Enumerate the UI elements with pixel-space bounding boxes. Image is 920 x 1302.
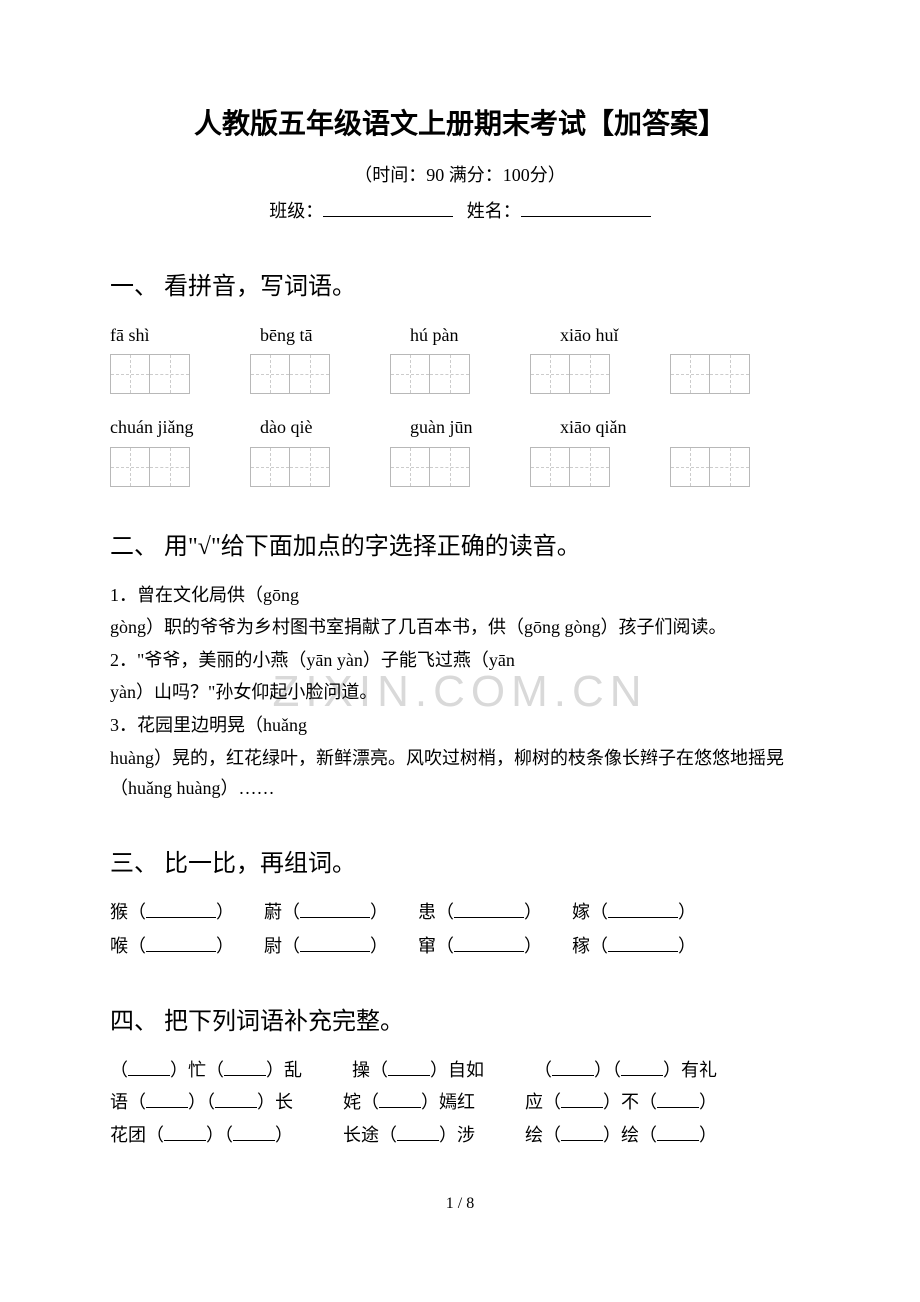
compare-row-2: 喉（） 尉（） 窜（） 稼（） xyxy=(110,931,810,962)
compare-item: 喉（） xyxy=(110,931,234,962)
name-label: 姓名： xyxy=(467,201,521,221)
compare-item: 稼（） xyxy=(572,931,696,962)
box-row-2 xyxy=(110,447,810,487)
answer-blank[interactable] xyxy=(300,900,370,918)
time-score: （时间：90 满分：100分） xyxy=(110,160,810,191)
writing-box[interactable] xyxy=(390,447,470,487)
pinyin-r2-2: dào qiè xyxy=(260,412,350,443)
answer-blank[interactable] xyxy=(300,934,370,952)
page-number: 1 / 8 xyxy=(110,1190,810,1217)
pinyin-r1-1: fā shì xyxy=(110,320,200,351)
idiom-item: 姹（）嫣红 xyxy=(343,1087,475,1118)
section3-heading: 三、 比一比，再组词。 xyxy=(110,844,810,885)
idiom-item: （）忙（）乱 xyxy=(110,1055,302,1086)
page-content: 人教版五年级语文上册期末考试【加答案】 （时间：90 满分：100分） 班级： … xyxy=(110,100,810,1217)
writing-box[interactable] xyxy=(530,447,610,487)
pinyin-r1-4: xiāo huǐ xyxy=(560,320,650,351)
idiom-row-1: （）忙（）乱 操（）自如 （）（）有礼 xyxy=(110,1055,810,1086)
pinyin-r2-3: guàn jūn xyxy=(410,412,500,443)
idiom-item: 长途（）涉 xyxy=(343,1120,475,1151)
pinyin-r2-4: xiāo qiǎn xyxy=(560,412,650,443)
pinyin-r1-2: bēng tā xyxy=(260,320,350,351)
s2-l2a: 2．"爷爷，美丽的小燕（yān yàn）子能飞过燕（yān xyxy=(110,645,810,676)
answer-blank[interactable] xyxy=(146,900,216,918)
answer-blank[interactable] xyxy=(454,900,524,918)
compare-item: 窜（） xyxy=(418,931,542,962)
section1-heading: 一、 看拼音，写词语。 xyxy=(110,267,810,308)
s2-l1a: 1．曾在文化局供（gōng xyxy=(110,580,810,611)
s2-l2b: yàn）山吗？"孙女仰起小脸问道。 xyxy=(110,677,810,708)
writing-box[interactable] xyxy=(670,354,750,394)
writing-box[interactable] xyxy=(110,354,190,394)
answer-blank[interactable] xyxy=(128,1058,170,1076)
idiom-row-3: 花团（）（） 长途（）涉 绘（）绘（） xyxy=(110,1120,810,1151)
class-label: 班级： xyxy=(269,201,323,221)
s2-l3a: 3．花园里边明晃（huǎng xyxy=(110,710,810,741)
idiom-row-2: 语（）（）长 姹（）嫣红 应（）不（） xyxy=(110,1087,810,1118)
answer-blank[interactable] xyxy=(146,1090,188,1108)
answer-blank[interactable] xyxy=(164,1123,206,1141)
answer-blank[interactable] xyxy=(146,934,216,952)
doc-title: 人教版五年级语文上册期末考试【加答案】 xyxy=(110,100,810,148)
name-blank[interactable] xyxy=(521,199,651,217)
answer-blank[interactable] xyxy=(397,1123,439,1141)
s2-l1b: gòng）职的爷爷为乡村图书室捐献了几百本书，供（gōng gòng）孩子们阅读… xyxy=(110,612,810,643)
answer-blank[interactable] xyxy=(608,934,678,952)
pinyin-r2-1: chuán jiǎng xyxy=(110,412,225,443)
idiom-item: 应（）不（） xyxy=(525,1087,717,1118)
idiom-item: 花团（）（） xyxy=(110,1120,293,1151)
compare-item: 嫁（） xyxy=(572,897,696,928)
writing-box[interactable] xyxy=(250,354,330,394)
idiom-item: 操（）自如 xyxy=(352,1055,484,1086)
idiom-item: 语（）（）长 xyxy=(110,1087,293,1118)
compare-row-1: 猴（） 蔚（） 患（） 嫁（） xyxy=(110,897,810,928)
writing-box[interactable] xyxy=(110,447,190,487)
box-row-1 xyxy=(110,354,810,394)
idiom-item: （）（）有礼 xyxy=(534,1055,717,1086)
compare-item: 尉（） xyxy=(264,931,388,962)
writing-box[interactable] xyxy=(250,447,330,487)
compare-item: 患（） xyxy=(418,897,542,928)
answer-blank[interactable] xyxy=(379,1090,421,1108)
compare-item: 猴（） xyxy=(110,897,234,928)
section4-heading: 四、 把下列词语补充完整。 xyxy=(110,1002,810,1043)
writing-box[interactable] xyxy=(530,354,610,394)
answer-blank[interactable] xyxy=(608,900,678,918)
class-name-row: 班级： 姓名： xyxy=(110,196,810,227)
s2-l3b: huàng）晃的，红花绿叶，新鲜漂亮。风吹过树梢，柳树的枝条像长辫子在悠悠地摇晃… xyxy=(110,743,810,804)
answer-blank[interactable] xyxy=(388,1058,430,1076)
pinyin-row-2: chuán jiǎng dào qiè guàn jūn xiāo qiǎn xyxy=(110,412,810,443)
class-blank[interactable] xyxy=(323,199,453,217)
section2-heading: 二、 用"√"给下面加点的字选择正确的读音。 xyxy=(110,527,810,568)
answer-blank[interactable] xyxy=(233,1123,275,1141)
answer-blank[interactable] xyxy=(621,1058,663,1076)
answer-blank[interactable] xyxy=(454,934,524,952)
writing-box[interactable] xyxy=(670,447,750,487)
answer-blank[interactable] xyxy=(657,1123,699,1141)
answer-blank[interactable] xyxy=(561,1090,603,1108)
writing-box[interactable] xyxy=(390,354,470,394)
answer-blank[interactable] xyxy=(657,1090,699,1108)
pinyin-row-1: fā shì bēng tā hú pàn xiāo huǐ xyxy=(110,320,810,351)
compare-item: 蔚（） xyxy=(264,897,388,928)
answer-blank[interactable] xyxy=(561,1123,603,1141)
answer-blank[interactable] xyxy=(224,1058,266,1076)
idiom-item: 绘（）绘（） xyxy=(525,1120,717,1151)
answer-blank[interactable] xyxy=(215,1090,257,1108)
answer-blank[interactable] xyxy=(552,1058,594,1076)
pinyin-r1-3: hú pàn xyxy=(410,320,500,351)
